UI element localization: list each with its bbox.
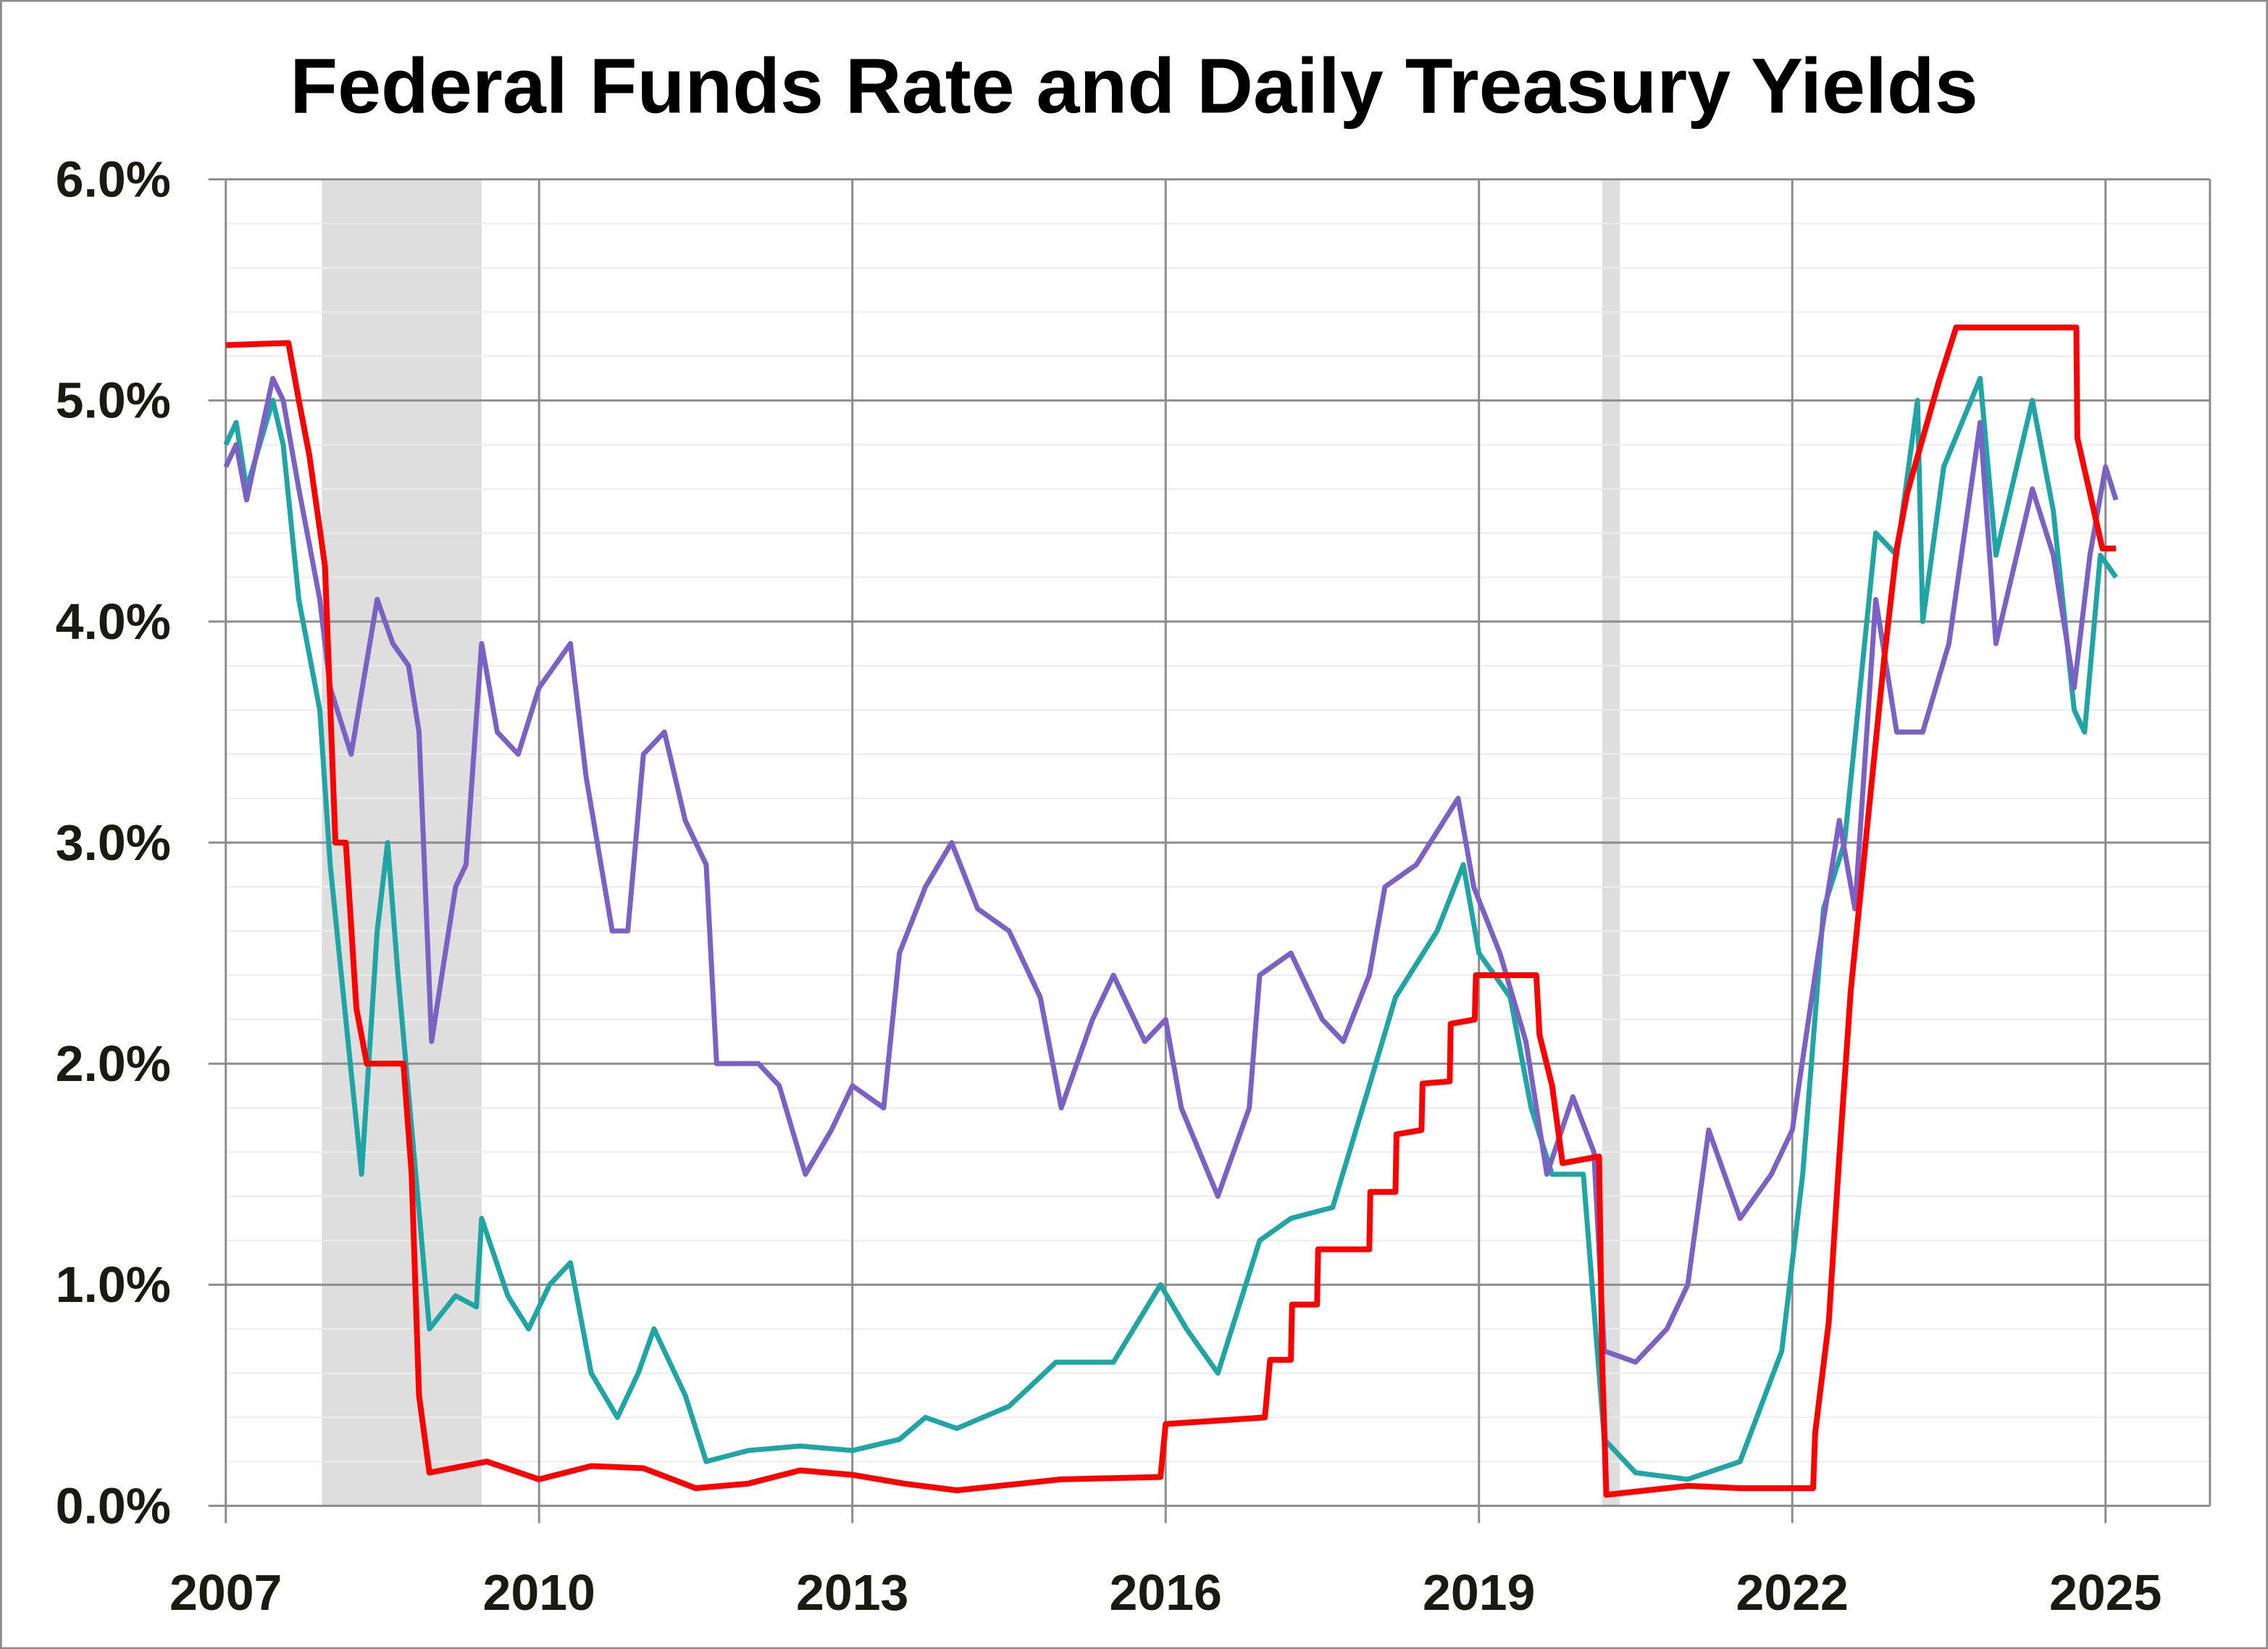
series-lines bbox=[223, 325, 2119, 1498]
series-line-ten-year bbox=[223, 375, 2119, 1365]
series-line-fed-funds bbox=[225, 325, 2117, 1498]
y-tick-label: 0.0% bbox=[56, 1477, 171, 1534]
gridlines bbox=[208, 178, 2211, 1524]
series-line-two-year bbox=[223, 375, 2118, 1482]
y-tick-label: 4.0% bbox=[56, 593, 171, 650]
y-tick-label: 1.0% bbox=[56, 1256, 171, 1313]
x-tick-label: 2025 bbox=[2049, 1564, 2162, 1621]
y-tick-label: 2.0% bbox=[56, 1035, 171, 1092]
y-tick-label: 6.0% bbox=[56, 151, 171, 208]
x-tick-label: 2016 bbox=[1110, 1564, 1222, 1621]
x-tick-label: 2007 bbox=[170, 1564, 282, 1621]
x-tick-label: 2019 bbox=[1423, 1564, 1535, 1621]
axes: 0.0% 1.0% 2.0% 3.0% 4.0% 5.0% 6.0% 2007 2010 2013… bbox=[56, 151, 2162, 1621]
x-tick-label: 2013 bbox=[796, 1564, 908, 1621]
y-tick-label: 3.0% bbox=[56, 814, 171, 871]
y-tick-label: 5.0% bbox=[56, 372, 171, 429]
x-tick-label: 2010 bbox=[482, 1564, 595, 1621]
chart-title: Federal Funds Rate and Daily Treasury Yi… bbox=[290, 42, 1978, 130]
x-tick-label: 2022 bbox=[1736, 1564, 1849, 1621]
